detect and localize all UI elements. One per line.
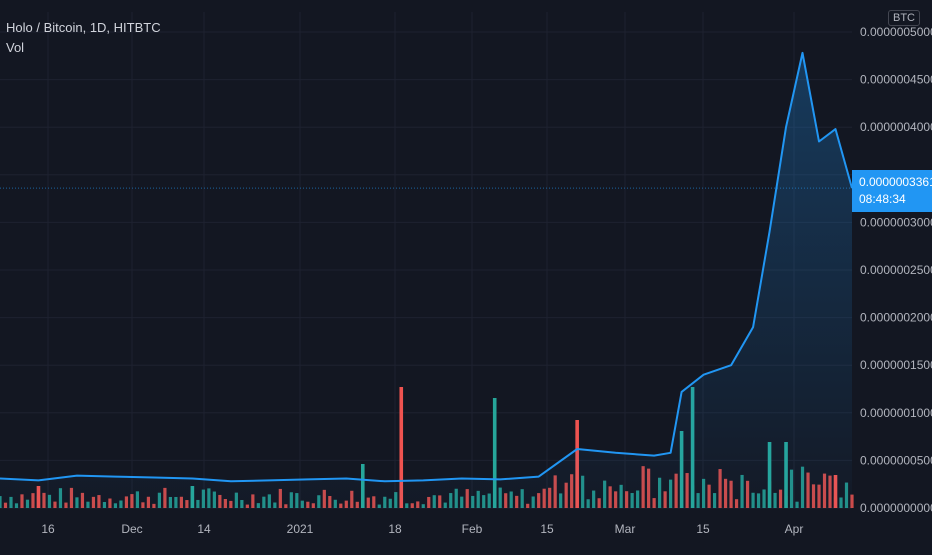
y-tick-label: 0.00000040000 xyxy=(860,120,932,134)
y-tick-label: 0.00000005000 xyxy=(860,453,932,467)
x-tick-label: Mar xyxy=(615,522,636,536)
price-area xyxy=(0,52,852,509)
price-area-fill xyxy=(0,52,852,509)
y-tick-label: 0.00000020000 xyxy=(860,311,932,325)
last-price-tag: 0.00000033616 08:48:34 xyxy=(852,170,932,212)
symbol-title[interactable]: Holo / Bitcoin, 1D, HITBTC xyxy=(6,20,161,35)
x-tick-label: Dec xyxy=(121,522,142,536)
x-tick-label: 15 xyxy=(540,522,554,536)
chart-legend: Holo / Bitcoin, 1D, HITBTC Vol xyxy=(6,18,161,58)
y-tick-label: 0.00000025000 xyxy=(860,263,932,277)
volume-bar-major xyxy=(399,387,404,508)
y-tick-label: 0.00000015000 xyxy=(860,358,932,372)
y-tick-label: 0.00000010000 xyxy=(860,406,932,420)
y-axis[interactable]: 0.00000000000 0.00000005000 0.00000010000 0… xyxy=(860,25,932,515)
price-series-line xyxy=(0,51,853,483)
last-price-value: 0.00000033616 xyxy=(859,175,932,189)
bar-countdown: 08:48:34 xyxy=(859,192,906,206)
x-tick-label: Apr xyxy=(785,522,804,536)
x-tick-label: 16 xyxy=(41,522,55,536)
x-axis[interactable]: 16 Dec 14 2021 18 Feb 15 Mar 15 Apr xyxy=(41,522,803,536)
y-tick-label: 0.00000000000 xyxy=(860,501,932,515)
y-tick-label: 0.00000030000 xyxy=(860,215,932,229)
currency-badge[interactable]: BTC xyxy=(888,10,920,26)
x-tick-label: Feb xyxy=(462,522,483,536)
grid-lines xyxy=(0,12,852,509)
x-tick-label: 18 xyxy=(388,522,402,536)
price-line xyxy=(0,51,853,483)
y-tick-label: 0.00000050000 xyxy=(860,25,932,39)
x-tick-label: 14 xyxy=(197,522,211,536)
volume-bar-major xyxy=(492,398,497,508)
x-tick-label: 15 xyxy=(696,522,710,536)
y-tick-label: 0.00000045000 xyxy=(860,73,932,87)
x-tick-label: 2021 xyxy=(287,522,314,536)
volume-label[interactable]: Vol xyxy=(6,40,25,55)
